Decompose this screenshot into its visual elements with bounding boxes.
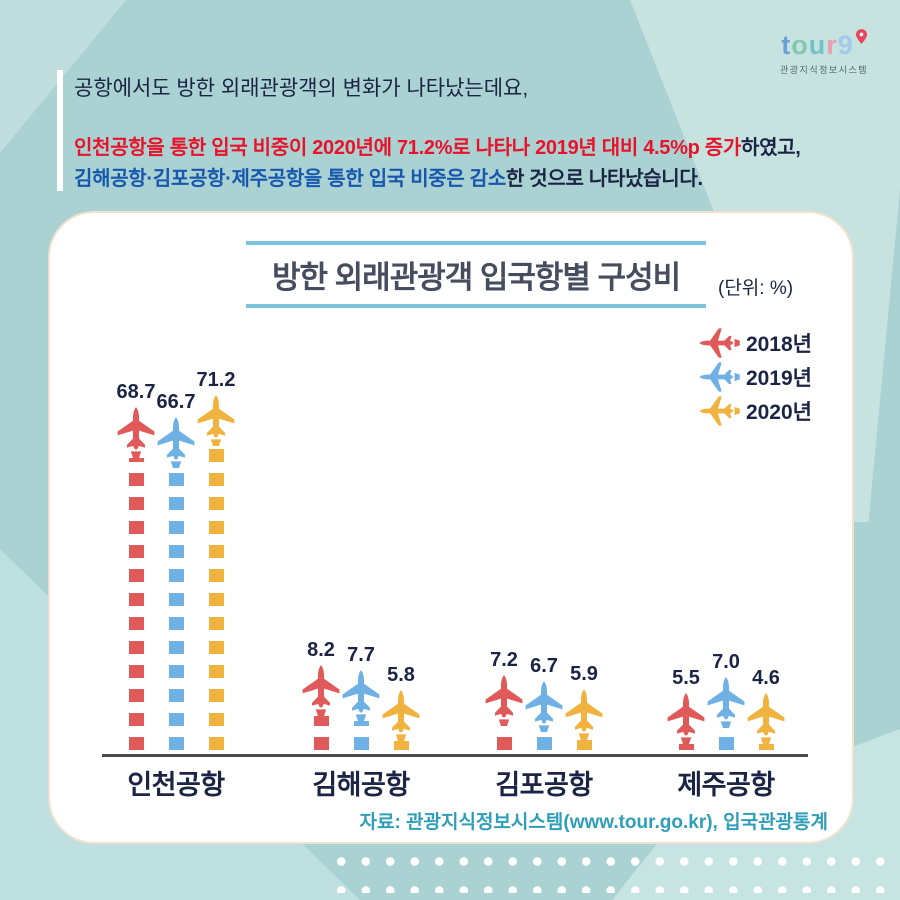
airplane-icon bbox=[157, 417, 195, 468]
airplane-icon bbox=[525, 681, 563, 732]
logo-letter: r bbox=[826, 30, 838, 60]
legend: 2018년 2019년 2020년 bbox=[698, 326, 812, 428]
bar-2019년-인천공항: 66.7 bbox=[156, 391, 196, 750]
bar-dashed-trail bbox=[718, 728, 734, 750]
bar-dashed-trail bbox=[208, 446, 224, 750]
bar-2020년-인천공항: 71.2 bbox=[196, 369, 236, 750]
logo-letter: u bbox=[808, 30, 827, 60]
unit-label: (단위: %) bbox=[718, 278, 794, 299]
bar-value-label: 4.6 bbox=[752, 667, 780, 689]
bar-dashed-trail bbox=[313, 716, 329, 750]
bar-value-label: 8.2 bbox=[307, 639, 335, 661]
legend-label: 2019년 bbox=[745, 367, 812, 390]
airplane-icon bbox=[565, 689, 603, 740]
bar-group-제주공항: 5.5 7.0 4.6 bbox=[666, 651, 786, 750]
logo-letters: tour9 bbox=[781, 30, 854, 60]
header-line-2: 인천공항을 통한 입국 비중이 2020년에 71.2%로 나타나 2019년 … bbox=[74, 131, 801, 160]
bar-2018년-제주공항: 5.5 bbox=[666, 667, 706, 750]
bar-2020년-김해공항: 5.8 bbox=[381, 664, 421, 750]
bar-group-인천공항: 68.7 66.7 71.2 bbox=[116, 369, 236, 750]
bar-value-label: 5.5 bbox=[672, 667, 700, 689]
bar-dashed-trail bbox=[128, 458, 144, 750]
bar-2018년-인천공항: 68.7 bbox=[116, 381, 156, 750]
bar-value-label: 7.0 bbox=[712, 651, 740, 673]
legend-label: 2020년 bbox=[745, 401, 812, 424]
location-pin-icon bbox=[855, 22, 867, 49]
bar-dashed-trail bbox=[536, 732, 552, 750]
airplane-icon bbox=[667, 693, 705, 744]
legend-item-2019년: 2019년 bbox=[698, 360, 812, 394]
bar-2020년-제주공항: 4.6 bbox=[746, 667, 786, 750]
bar-dashed-trail bbox=[353, 721, 369, 750]
bar-dashed-trail bbox=[496, 726, 512, 750]
bar-value-label: 7.2 bbox=[490, 649, 518, 671]
bar-group-김해공항: 8.2 7.7 5.8 bbox=[301, 639, 421, 750]
header-line-2-dark: 하였고, bbox=[740, 137, 801, 159]
airplane-icon bbox=[747, 693, 785, 744]
logo-letter: t bbox=[781, 30, 792, 60]
airplane-icon bbox=[698, 326, 740, 360]
bar-dashed-trail bbox=[678, 744, 694, 750]
bar-group-김포공항: 7.2 6.7 5.9 bbox=[484, 649, 604, 750]
bar-2018년-김해공항: 8.2 bbox=[301, 639, 341, 750]
bar-value-label: 66.7 bbox=[156, 391, 196, 413]
bar-2019년-김해공항: 7.7 bbox=[341, 644, 381, 750]
bar-value-label: 5.9 bbox=[570, 663, 598, 685]
category-label-김포공항: 김포공항 bbox=[495, 770, 593, 800]
chart-title-block: 방한 외래관광객 입국항별 구성비 bbox=[246, 241, 707, 308]
bar-dashed-trail bbox=[168, 468, 184, 750]
logo-wordmark: tour9 bbox=[764, 22, 884, 59]
airplane-icon bbox=[698, 394, 740, 428]
bar-2018년-김포공항: 7.2 bbox=[484, 649, 524, 750]
bar-value-label: 68.7 bbox=[116, 381, 156, 403]
logo-subtitle: 관광지식정보시스템 bbox=[779, 65, 869, 75]
airplane-icon bbox=[302, 665, 340, 716]
bar-2019년-김포공항: 6.7 bbox=[524, 655, 564, 750]
bar-dashed-trail bbox=[393, 741, 409, 750]
bar-value-label: 71.2 bbox=[196, 369, 236, 391]
airplane-icon bbox=[382, 690, 420, 741]
source-note: 자료: 관광지식정보시스템(www.tour.go.kr), 입국관광통계 bbox=[359, 812, 828, 833]
legend-item-2018년: 2018년 bbox=[698, 326, 812, 360]
bar-value-label: 6.7 bbox=[530, 655, 558, 677]
category-label-인천공항: 인천공항 bbox=[127, 770, 225, 800]
bar-2020년-김포공항: 5.9 bbox=[564, 663, 604, 750]
logo-letter: 9 bbox=[837, 30, 854, 60]
airplane-icon bbox=[342, 670, 380, 721]
legend-label: 2018년 bbox=[745, 333, 812, 356]
header-line-3-blue: 김해공항·김포공항·제주공항을 통한 입국 비중은 감소 bbox=[74, 168, 506, 190]
category-label-제주공항: 제주공항 bbox=[677, 770, 775, 800]
airplane-icon bbox=[197, 395, 235, 446]
chart-title: 방한 외래관광객 입국항별 구성비 bbox=[272, 260, 681, 295]
tour-go-logo: tour9 관광지식정보시스템 bbox=[764, 22, 884, 76]
bar-value-label: 7.7 bbox=[347, 644, 375, 666]
legend-item-2020년: 2020년 bbox=[698, 394, 812, 428]
airplane-icon bbox=[707, 677, 745, 728]
airplane-icon bbox=[698, 360, 740, 394]
decor-dot-grid bbox=[327, 845, 900, 893]
header-line-1: 공항에서도 방한 외래관광객의 변화가 나타났는데요, bbox=[74, 77, 529, 100]
header-accent-bar bbox=[57, 70, 63, 191]
header-line-2-red: 인천공항을 통한 입국 비중이 2020년에 71.2%로 나타나 2019년 … bbox=[74, 137, 741, 159]
header-line-3: 김해공항·김포공항·제주공항을 통한 입국 비중은 감소한 것으로 나타났습니다… bbox=[74, 162, 703, 191]
chart-card: 방한 외래관광객 입국항별 구성비 (단위: %) 2018년 2019년 2020… bbox=[48, 211, 854, 844]
header-line-3-dark: 한 것으로 나타났습니다. bbox=[505, 168, 703, 190]
bar-2019년-제주공항: 7.0 bbox=[706, 651, 746, 750]
airplane-icon bbox=[485, 675, 523, 726]
x-axis-line bbox=[102, 754, 808, 757]
bar-dashed-trail bbox=[758, 744, 774, 750]
bar-value-label: 5.8 bbox=[387, 664, 415, 686]
bar-dashed-trail bbox=[576, 740, 592, 750]
category-label-김해공항: 김해공항 bbox=[312, 770, 410, 800]
airplane-icon bbox=[117, 407, 155, 458]
logo-letter: o bbox=[791, 30, 809, 60]
